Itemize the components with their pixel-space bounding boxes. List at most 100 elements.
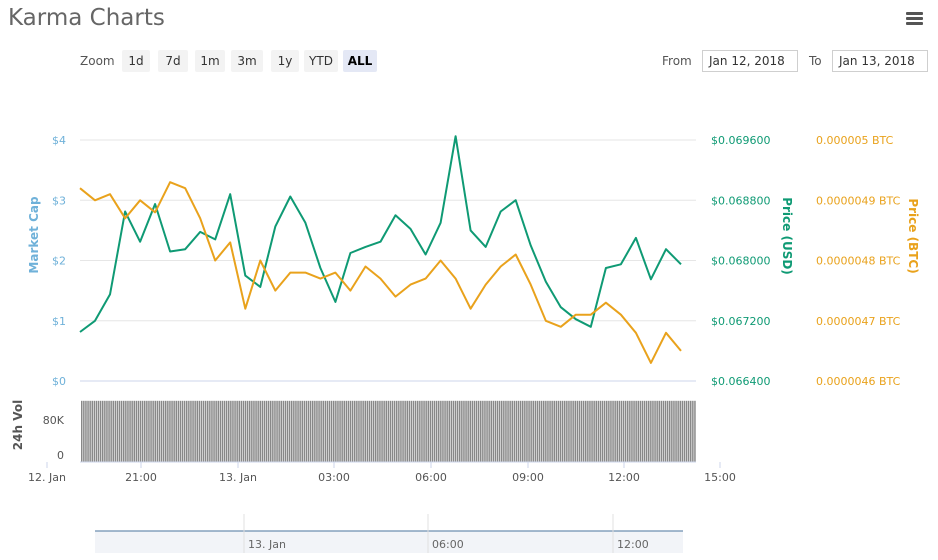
volume-bar: [454, 400, 457, 462]
volume-bar: [322, 400, 324, 462]
volume-bar: [328, 400, 331, 462]
zoom-ytd-button[interactable]: YTD: [304, 50, 338, 72]
volume-bar: [173, 400, 175, 462]
volume-bar: [194, 400, 196, 462]
zoom-7d-button[interactable]: 7d: [158, 50, 188, 72]
volume-bar: [139, 400, 142, 462]
volume-bar: [223, 400, 226, 462]
volume-bar: [83, 400, 85, 462]
volume-bar: [574, 400, 576, 462]
volume-bar: [578, 400, 581, 462]
volume-bar: [333, 400, 335, 462]
volume-bar: [345, 400, 348, 462]
volume-bar: [202, 400, 205, 462]
volume-axis-label: 24h Vol: [11, 400, 25, 450]
volume-bar: [106, 400, 108, 462]
volume-bar: [318, 400, 320, 462]
volume-bar: [492, 400, 495, 462]
volume-bar: [568, 400, 570, 462]
volume-bar: [606, 400, 608, 462]
volume-bar: [341, 400, 343, 462]
volume-bar: [179, 400, 182, 462]
volume-bar: [456, 400, 459, 462]
volume-bar: [379, 400, 381, 462]
volume-bar: [360, 400, 362, 462]
volume-bar: [337, 400, 339, 462]
volume-bar: [570, 400, 572, 462]
volume-bar: [183, 400, 186, 462]
volume-bar: [255, 400, 257, 462]
volume-bar: [484, 400, 486, 462]
volume-bar: [213, 400, 215, 462]
volume-bar: [381, 400, 383, 462]
volume-bar: [601, 400, 604, 462]
volume-bar: [89, 400, 91, 462]
volume-bar: [387, 400, 390, 462]
volume-bar: [200, 400, 203, 462]
volume-bar: [496, 400, 499, 462]
zoom-3m-button[interactable]: 3m: [231, 50, 263, 72]
volume-bar: [477, 400, 480, 462]
volume-bar: [673, 400, 675, 462]
zoom-1d-button[interactable]: 1d: [122, 50, 150, 72]
volume-bar: [293, 400, 295, 462]
volume-bar: [249, 400, 251, 462]
volume-bar: [160, 400, 163, 462]
volume-bar: [559, 400, 562, 462]
volume-bar: [666, 400, 669, 462]
volume-bar: [242, 400, 245, 462]
volume-bar: [324, 400, 327, 462]
to-date-input[interactable]: Jan 13, 2018: [832, 50, 928, 72]
volume-bar: [408, 400, 411, 462]
volume-bar: [671, 400, 673, 462]
volume-bar: [517, 400, 520, 462]
volume-bar: [576, 400, 579, 462]
volume-bar: [564, 400, 566, 462]
volume-bar: [257, 400, 259, 462]
volume-bar: [534, 400, 537, 462]
zoom-all-button[interactable]: ALL: [343, 50, 377, 72]
volume-bar: [372, 400, 375, 462]
volume-bar: [125, 400, 127, 462]
price-usd-tick: $0.066400: [711, 375, 771, 388]
volume-bar: [639, 400, 642, 462]
volume-bar: [87, 400, 89, 462]
volume-bar: [580, 400, 583, 462]
volume-bar: [253, 400, 255, 462]
volume-bar: [633, 400, 635, 462]
volume-bar: [354, 400, 356, 462]
volume-bar: [295, 400, 297, 462]
zoom-1y-button[interactable]: 1y: [271, 50, 299, 72]
volume-bar: [225, 400, 228, 462]
volume-bar: [664, 400, 667, 462]
volume-bar: [643, 400, 646, 462]
volume-bar: [557, 400, 560, 462]
x-tick-label: 12:00: [608, 471, 640, 484]
x-tick-label: 12. Jan: [28, 471, 66, 484]
volume-bar: [263, 400, 266, 462]
volume-bar: [186, 400, 188, 462]
volume-bar: [532, 400, 534, 462]
volume-bar: [513, 400, 516, 462]
x-tick-label: 09:00: [512, 471, 544, 484]
volume-bar: [377, 400, 379, 462]
volume-bar: [675, 400, 677, 462]
volume-bar: [314, 400, 316, 462]
hamburger-icon[interactable]: [906, 12, 923, 26]
volume-bar: [383, 400, 385, 462]
volume-bar: [421, 400, 423, 462]
volume-bar: [93, 400, 96, 462]
volume-bar: [230, 400, 232, 462]
volume-bar: [475, 400, 478, 462]
zoom-1m-button[interactable]: 1m: [195, 50, 225, 72]
volume-bar: [610, 400, 612, 462]
volume-bar: [120, 400, 123, 462]
from-date-input[interactable]: Jan 12, 2018: [702, 50, 798, 72]
volume-bar: [593, 400, 595, 462]
volume-bar: [566, 400, 568, 462]
price-btc-line: [79, 181, 682, 364]
volume-bar: [368, 400, 371, 462]
volume-bar: [110, 400, 112, 462]
volume-bar: [217, 400, 219, 462]
